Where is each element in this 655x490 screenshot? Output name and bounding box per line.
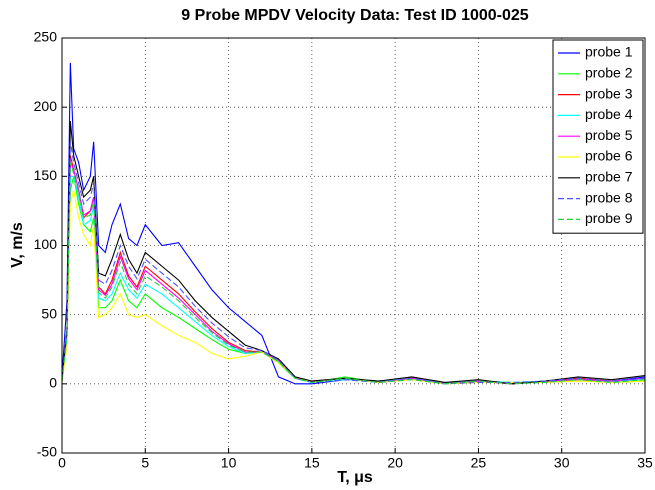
legend-label: probe 3 xyxy=(585,85,633,101)
legend-label: probe 4 xyxy=(585,106,633,122)
legend: probe 1 probe 2 probe 3 probe 4 probe 5 probe… xyxy=(552,39,644,234)
y-axis-label: V, m/s xyxy=(9,222,26,268)
y-tick-label: 250 xyxy=(34,29,58,45)
x-tick-label: 20 xyxy=(387,455,403,471)
legend-label: probe 6 xyxy=(585,148,633,164)
x-tick-label: 35 xyxy=(637,455,653,471)
legend-label: probe 5 xyxy=(585,127,633,143)
legend-label: probe 7 xyxy=(585,169,633,185)
x-tick-label: 5 xyxy=(141,455,149,471)
y-tick-label: 100 xyxy=(34,236,58,252)
legend-label: probe 1 xyxy=(585,44,633,60)
plot-area xyxy=(62,38,645,453)
y-tick-label: 150 xyxy=(34,167,58,183)
legend-label: probe 9 xyxy=(585,210,633,226)
y-tick-label: 200 xyxy=(34,98,58,114)
series-line xyxy=(61,162,646,385)
x-tick-label: 10 xyxy=(221,455,237,471)
x-axis-label: T, μs xyxy=(337,469,373,486)
x-tick-label: 30 xyxy=(554,455,570,471)
x-tick-label: 0 xyxy=(58,455,66,471)
series-line xyxy=(61,120,646,385)
x-tick-label: 25 xyxy=(471,455,487,471)
y-tick-label: 50 xyxy=(41,305,57,321)
legend-label: probe 2 xyxy=(585,65,633,81)
plot-frame xyxy=(61,37,646,454)
y-tick-label: 0 xyxy=(49,375,57,391)
legend-label: probe 8 xyxy=(585,189,633,205)
x-tick-label: 15 xyxy=(304,455,320,471)
chart-title: 9 Probe MPDV Velocity Data: Test ID 1000… xyxy=(181,7,529,24)
y-tick-label: -50 xyxy=(37,444,57,460)
